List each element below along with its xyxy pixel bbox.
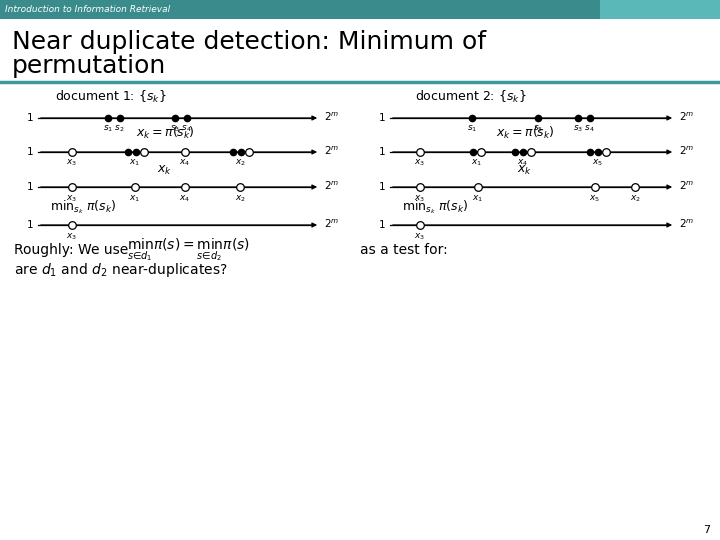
Text: $s_1\ s_2$: $s_1\ s_2$	[103, 123, 125, 133]
Text: $x_3$: $x_3$	[415, 193, 426, 204]
Text: $2^m$: $2^m$	[679, 180, 694, 192]
Text: $\min_{s \in d_1} \pi(s) = \min_{s \in d_2} \pi(s)$: $\min_{s \in d_1} \pi(s) = \min_{s \in d…	[127, 237, 250, 264]
Text: $x_k = \pi(s_k)$: $x_k = \pi(s_k)$	[135, 125, 194, 141]
Text: Roughly: We use: Roughly: We use	[14, 243, 128, 257]
Text: $s_3\ s_4$: $s_3\ s_4$	[170, 123, 192, 133]
Text: $x_2$: $x_2$	[629, 193, 641, 204]
Text: 1: 1	[27, 182, 33, 192]
Text: $\mathrm{min}_{s_k}\ \pi(s_k)$: $\mathrm{min}_{s_k}\ \pi(s_k)$	[402, 198, 469, 216]
Text: $2^m$: $2^m$	[324, 180, 339, 192]
Text: $x_k = \pi(s_k)$: $x_k = \pi(s_k)$	[495, 125, 554, 141]
Text: $2^m$: $2^m$	[324, 111, 339, 123]
Bar	[600, 0, 720, 19]
Text: document 1: {$s_k$}: document 1: {$s_k$}	[55, 89, 166, 105]
Text: $2^m$: $2^m$	[324, 218, 339, 230]
Text: $x_2$: $x_2$	[235, 158, 246, 168]
Text: $x_1$: $x_1$	[472, 158, 482, 168]
Text: 1: 1	[27, 147, 33, 157]
Text: $x_4$: $x_4$	[179, 158, 191, 168]
Text: $x_4$: $x_4$	[518, 158, 528, 168]
Text: $x_5$: $x_5$	[593, 158, 603, 168]
Text: $s_3\ s_4$: $s_3\ s_4$	[573, 123, 595, 133]
Text: permutation: permutation	[12, 54, 166, 78]
Text: 1: 1	[379, 182, 385, 192]
Text: 1: 1	[27, 113, 33, 123]
Text: $x_k$: $x_k$	[158, 164, 173, 177]
Text: $s_5$: $s_5$	[533, 123, 543, 133]
Text: document 2: {$s_k$}: document 2: {$s_k$}	[415, 89, 526, 105]
Text: as a test for:: as a test for:	[360, 243, 448, 257]
Text: $2^m$: $2^m$	[679, 111, 694, 123]
Text: Near duplicate detection: Minimum of: Near duplicate detection: Minimum of	[12, 30, 486, 54]
Text: are $d_1$ and $d_2$ near-duplicates?: are $d_1$ and $d_2$ near-duplicates?	[14, 261, 228, 279]
Text: 7: 7	[703, 525, 710, 535]
Text: $2^m$: $2^m$	[679, 145, 694, 157]
Text: $x_3$: $x_3$	[66, 231, 78, 241]
Bar	[0, 0, 720, 19]
Text: $x_3$: $x_3$	[415, 231, 426, 241]
Text: 1: 1	[27, 220, 33, 230]
Text: $x_k$: $x_k$	[518, 164, 533, 177]
Text: $x_3$: $x_3$	[66, 193, 78, 204]
Text: Introduction to Information Retrieval: Introduction to Information Retrieval	[5, 5, 170, 15]
Text: $x_2$: $x_2$	[235, 193, 246, 204]
Text: $x_5$: $x_5$	[590, 193, 600, 204]
Text: 1: 1	[379, 147, 385, 157]
Text: $x_1$: $x_1$	[472, 193, 484, 204]
Text: 1: 1	[379, 220, 385, 230]
Text: $2^m$: $2^m$	[679, 218, 694, 230]
Text: $s_1$: $s_1$	[467, 123, 477, 133]
Text: $\mathrm{min}_{s_k}\ \pi(s_k)$: $\mathrm{min}_{s_k}\ \pi(s_k)$	[50, 198, 117, 216]
Text: 1: 1	[379, 113, 385, 123]
Text: $x_1$: $x_1$	[130, 193, 140, 204]
Text: $2^m$: $2^m$	[324, 145, 339, 157]
Text: $x_1$: $x_1$	[130, 158, 140, 168]
Text: $x_3$: $x_3$	[415, 158, 426, 168]
Text: $x_4$: $x_4$	[179, 193, 191, 204]
Text: $x_3$: $x_3$	[66, 158, 78, 168]
